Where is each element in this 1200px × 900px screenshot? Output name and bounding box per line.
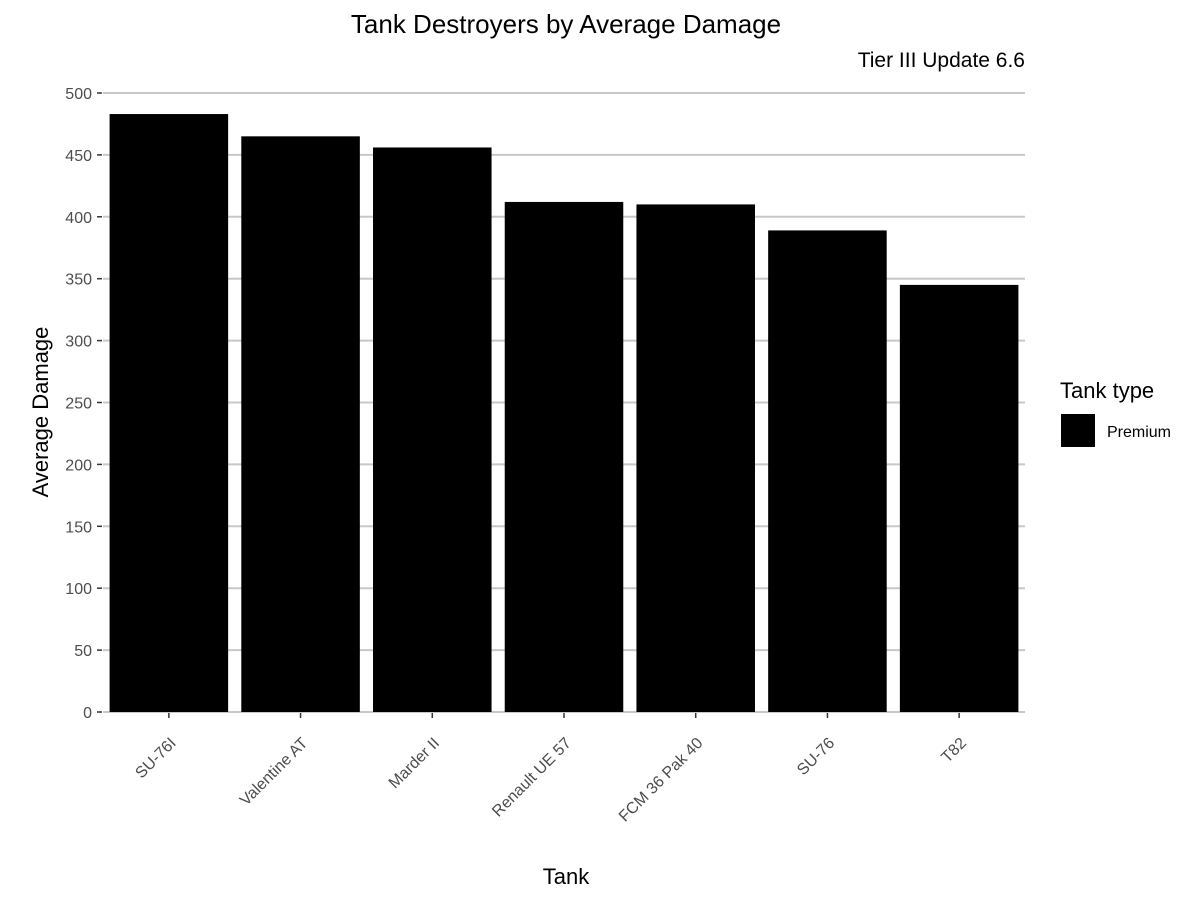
x-tick-label: Valentine AT — [237, 735, 312, 810]
x-tick-label: FCM 36 Pak 40 — [616, 735, 707, 826]
x-axis-title: Tank — [543, 864, 590, 889]
x-tick-label: Marder II — [386, 735, 443, 792]
y-tick-label: 0 — [83, 705, 92, 722]
y-tick-label: 50 — [74, 643, 92, 660]
legend: Tank type Premium — [1060, 378, 1171, 447]
x-axis-ticks: SU-76I Valentine AT Marder II Renault UE 57… — [132, 713, 970, 825]
bar-t82 — [899, 284, 1019, 712]
chart-title: Tank Destroyers by Average Damage — [351, 9, 781, 39]
y-tick-label: 100 — [65, 581, 92, 598]
legend-title: Tank type — [1060, 378, 1154, 403]
legend-swatch-premium — [1061, 414, 1095, 447]
x-tick-label: SU-76 — [794, 735, 838, 779]
x-tick-label: Renault UE 57 — [489, 735, 575, 821]
y-tick-label: 200 — [65, 457, 92, 474]
bar-marder-ii — [373, 147, 492, 713]
x-tick-label: T82 — [938, 735, 970, 767]
bars — [109, 114, 1019, 713]
bar-valentine-at — [241, 136, 360, 712]
y-tick-label: 150 — [65, 519, 92, 536]
y-tick-label: 450 — [65, 148, 92, 165]
y-tick-label: 500 — [65, 86, 92, 103]
bar-fcm-36-pak-40 — [636, 204, 755, 713]
bar-su-76i — [109, 114, 229, 712]
y-tick-label: 300 — [65, 334, 92, 351]
chart-subtitle: Tier III Update 6.6 — [858, 49, 1025, 72]
y-tick-label: 250 — [65, 396, 92, 413]
y-tick-label: 350 — [65, 272, 92, 289]
y-axis-ticks: 0 50 100 150 200 250 300 350 400 450 500 — [65, 86, 102, 722]
y-axis-title: Average Damage — [28, 327, 53, 498]
bar-su-76 — [768, 230, 887, 712]
bar-renault-ue-57 — [504, 201, 624, 712]
x-tick-label: SU-76I — [132, 735, 179, 782]
legend-label-premium: Premium — [1107, 424, 1171, 441]
y-tick-label: 400 — [65, 210, 92, 227]
